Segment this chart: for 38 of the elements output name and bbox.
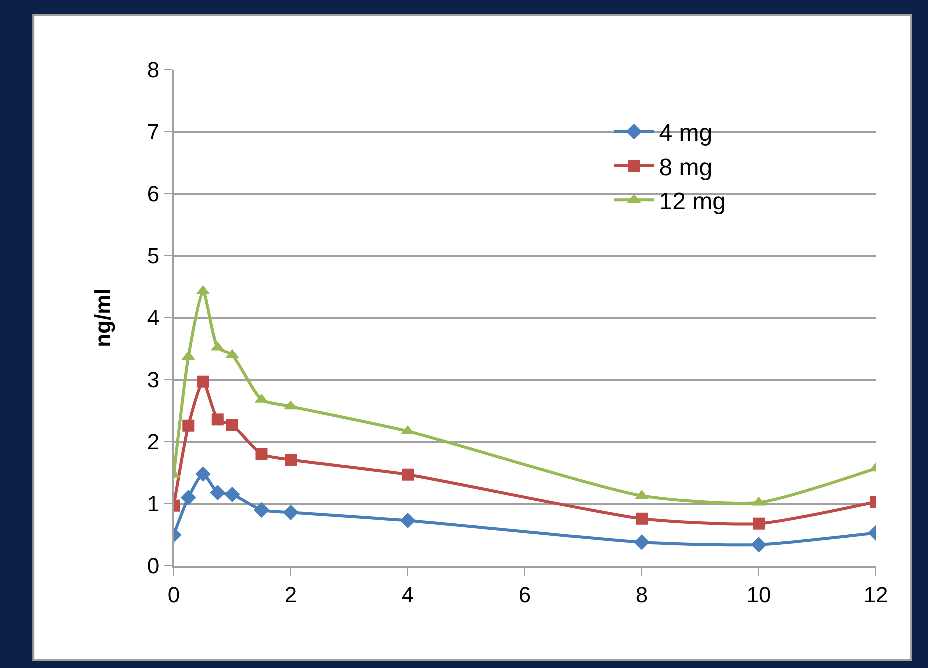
y-tick-label: 7 xyxy=(147,120,160,145)
y-tick-label: 4 xyxy=(147,306,160,331)
point xyxy=(256,448,268,460)
y-tick-label: 5 xyxy=(147,244,160,269)
point xyxy=(400,512,416,529)
y-tick-label: 6 xyxy=(147,182,160,207)
point xyxy=(285,454,297,466)
y-tick-label: 2 xyxy=(147,430,160,455)
point xyxy=(224,486,240,502)
y-axis-title: ng/ml xyxy=(90,288,116,348)
y-tick-label: 3 xyxy=(147,368,160,393)
x-tick-label: 4 xyxy=(402,582,414,608)
point xyxy=(753,518,765,530)
point xyxy=(210,485,226,501)
x-tick-label: 12 xyxy=(864,582,888,608)
point xyxy=(212,414,224,426)
point xyxy=(254,502,270,518)
legend-label: 4 mg xyxy=(659,120,713,148)
legend-label: 12 mg xyxy=(659,188,726,216)
legend-label: 8 mg xyxy=(659,154,713,182)
point xyxy=(636,512,648,525)
point xyxy=(180,490,196,506)
y-tick-label: 0 xyxy=(147,554,160,579)
x-tick-label: 0 xyxy=(168,582,180,608)
point xyxy=(751,537,767,553)
point xyxy=(402,468,414,481)
x-tick-label: 6 xyxy=(518,582,532,608)
point xyxy=(195,466,212,482)
point xyxy=(283,504,299,520)
x-tick-label: 2 xyxy=(284,582,298,608)
point xyxy=(226,419,238,432)
y-tick-label: 8 xyxy=(147,58,160,83)
point xyxy=(197,376,210,388)
point xyxy=(634,534,650,550)
point xyxy=(182,420,195,432)
y-tick-label: 1 xyxy=(147,492,160,517)
x-tick-label: 8 xyxy=(636,582,648,608)
x-tick-label: 10 xyxy=(746,582,772,608)
